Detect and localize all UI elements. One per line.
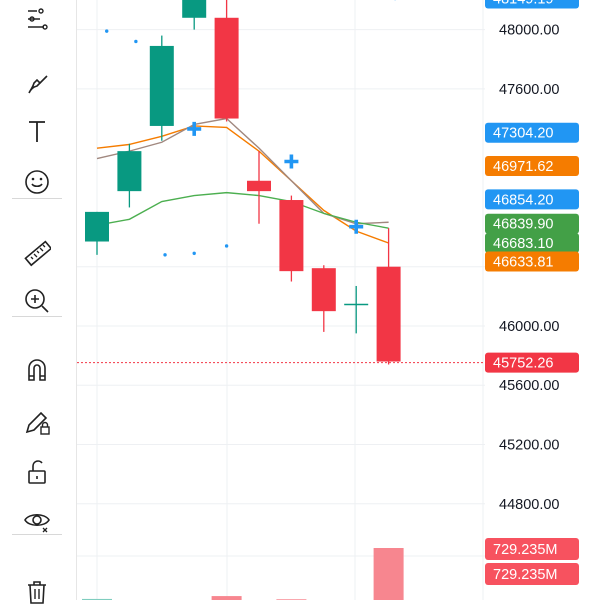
candle-body bbox=[279, 200, 303, 271]
candle-body bbox=[312, 268, 336, 311]
emoji-tool-button[interactable] bbox=[12, 161, 62, 203]
toolbar-divider bbox=[12, 198, 62, 199]
price-badge-label: 48149.19 bbox=[493, 0, 553, 8]
signal-dot bbox=[105, 29, 108, 32]
signal-plus-marker bbox=[284, 155, 298, 169]
candle-body bbox=[182, 0, 206, 18]
price-axis-tick-label: 44800.00 bbox=[499, 497, 559, 513]
text-icon bbox=[23, 118, 51, 146]
price-badge-label: 45752.26 bbox=[493, 356, 553, 372]
brush-icon bbox=[23, 71, 51, 99]
unlock-icon bbox=[23, 458, 51, 486]
indicators-tool-button[interactable] bbox=[12, 0, 62, 42]
candlestick-chart[interactable]: 48000.0047600.0046400.0046000.0045600.00… bbox=[77, 0, 600, 600]
indicators-icon bbox=[23, 7, 51, 35]
ma-line-green bbox=[97, 193, 389, 229]
pencil-lock-tool-button[interactable] bbox=[12, 401, 62, 443]
candle-body bbox=[150, 46, 174, 126]
price-axis-tick-label: 48000.00 bbox=[499, 23, 559, 39]
candle-body bbox=[344, 304, 368, 306]
pencil-lock-icon bbox=[23, 408, 51, 436]
price-badge-label: 46971.62 bbox=[493, 159, 553, 175]
price-badge-label: 46839.90 bbox=[493, 217, 553, 233]
trash-icon bbox=[23, 578, 51, 606]
toolbar-divider bbox=[12, 534, 62, 535]
price-axis-tick-label: 47600.00 bbox=[499, 82, 559, 98]
candle-body bbox=[117, 151, 141, 191]
text-tool-button[interactable] bbox=[12, 111, 62, 153]
drawing-toolbar bbox=[0, 0, 77, 600]
price-axis-tick-label: 45200.00 bbox=[499, 438, 559, 454]
emoji-icon bbox=[23, 168, 51, 196]
volume-badge-label: 729.235M bbox=[493, 567, 558, 583]
price-badge-label: 46683.10 bbox=[493, 236, 553, 252]
price-badge-label: 46854.20 bbox=[493, 192, 553, 208]
magnet-icon bbox=[23, 356, 51, 384]
eye-icon bbox=[23, 506, 51, 534]
trash-tool-button[interactable] bbox=[12, 571, 62, 613]
volume-bar bbox=[212, 596, 242, 600]
signal-dot bbox=[134, 40, 137, 43]
price-badge-label: 46633.81 bbox=[493, 255, 553, 271]
price-axis-tick-label: 45600.00 bbox=[499, 378, 559, 394]
magnet-tool-button[interactable] bbox=[12, 349, 62, 391]
candle-body bbox=[215, 18, 239, 119]
brush-tool-button[interactable] bbox=[12, 64, 62, 106]
volume-bar bbox=[374, 548, 404, 600]
candle-body bbox=[85, 212, 109, 242]
ruler-icon bbox=[23, 239, 51, 267]
unlock-tool-button[interactable] bbox=[12, 451, 62, 493]
signal-dot bbox=[193, 252, 196, 255]
candle-body bbox=[377, 267, 401, 362]
zoom-in-icon bbox=[23, 287, 51, 315]
candle-body bbox=[247, 181, 271, 191]
toolbar-divider bbox=[12, 316, 62, 317]
ruler-tool-button[interactable] bbox=[12, 232, 62, 274]
signal-dot bbox=[225, 244, 228, 247]
signal-dot bbox=[163, 253, 166, 256]
volume-badge-label: 729.235M bbox=[493, 542, 558, 558]
price-badge-label: 47304.20 bbox=[493, 126, 553, 142]
price-axis-tick-label: 46000.00 bbox=[499, 319, 559, 335]
